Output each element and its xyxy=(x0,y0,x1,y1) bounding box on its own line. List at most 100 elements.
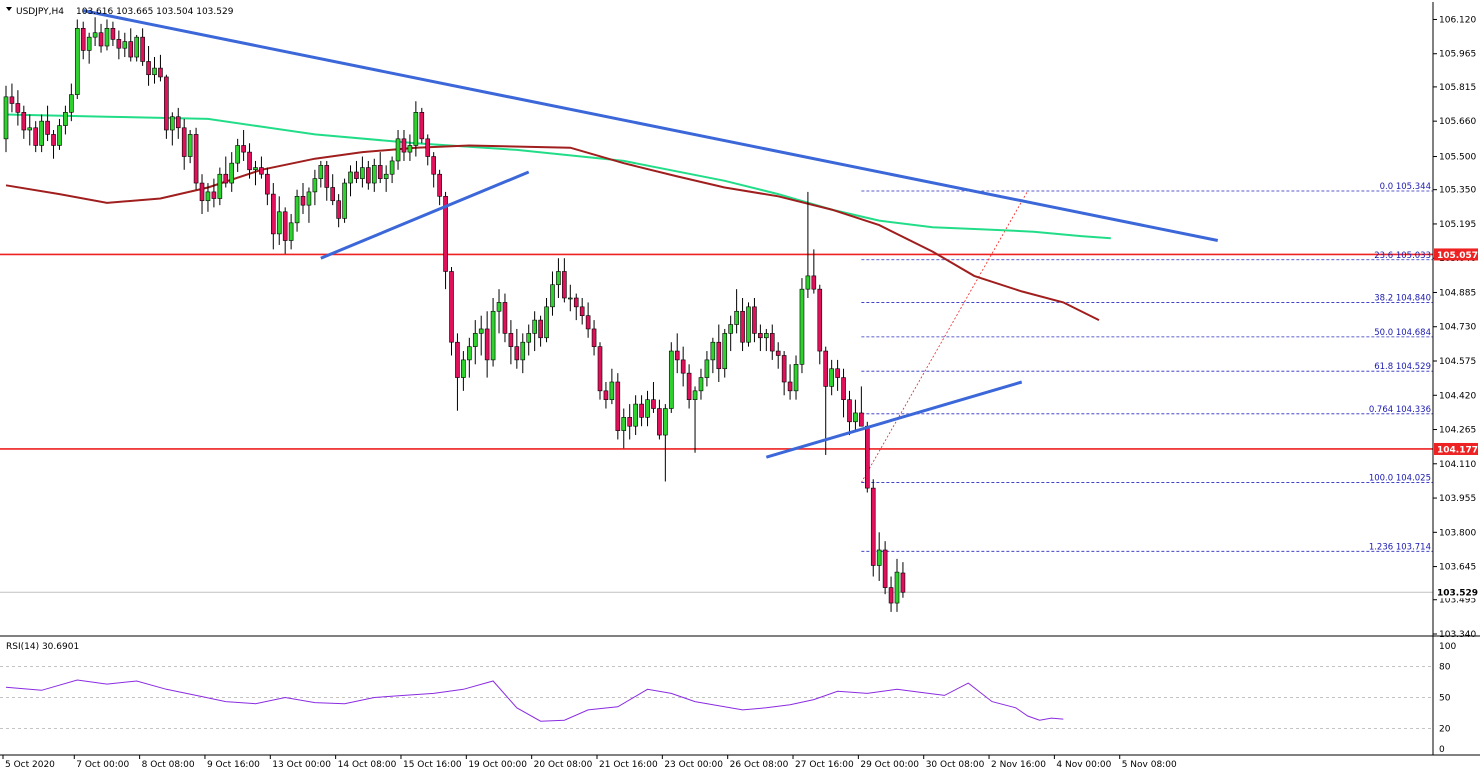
x-tick-label: 5 Oct 2020 xyxy=(5,760,55,770)
candle-body xyxy=(668,350,674,409)
candle-body xyxy=(312,178,318,193)
price-tags: 105.057 104.177 103.529 xyxy=(1434,248,1478,599)
candle-body xyxy=(425,138,431,157)
x-tick-label: 4 Nov 00:00 xyxy=(1056,760,1111,770)
candle-body xyxy=(51,134,56,146)
candle-body xyxy=(199,182,205,202)
candle-body xyxy=(3,96,9,140)
candle-body xyxy=(21,112,27,131)
candle-body xyxy=(63,112,68,126)
y-tick-label: 104.265 xyxy=(1439,426,1476,436)
trendline xyxy=(320,170,530,260)
candle-body xyxy=(870,487,876,566)
candle-body xyxy=(704,359,710,378)
support-resistance-levels xyxy=(0,253,1433,593)
candle-body xyxy=(752,306,757,334)
rsi-level-label: 0 xyxy=(1439,745,1445,755)
candle-body xyxy=(758,333,763,339)
candle-body xyxy=(823,350,829,387)
candle-body xyxy=(360,167,365,179)
y-tick-label: 105.500 xyxy=(1439,153,1476,163)
candle-body xyxy=(864,425,870,489)
candle-body xyxy=(9,96,15,104)
candle-body xyxy=(859,412,864,427)
candle-body xyxy=(80,28,86,51)
trendlines xyxy=(82,9,1219,459)
candle-body xyxy=(591,328,597,347)
candle-body xyxy=(330,187,336,202)
candle-body xyxy=(33,127,39,146)
candle-body xyxy=(92,32,98,38)
candle-body xyxy=(259,167,264,175)
candle-body xyxy=(116,39,122,49)
x-tick-label: 7 Oct 00:00 xyxy=(76,760,129,770)
x-tick-label: 15 Oct 16:00 xyxy=(403,760,462,770)
candle-body xyxy=(651,399,656,409)
candle-body xyxy=(175,116,181,129)
price-panel-frame xyxy=(0,2,1480,756)
y-tick-label: 105.815 xyxy=(1439,83,1476,93)
candle-body xyxy=(223,173,229,184)
symbol-label: USDJPY,H4 xyxy=(16,7,64,17)
candle-body xyxy=(841,377,846,400)
chart-menu-triangle-icon[interactable] xyxy=(6,7,12,11)
candle-body xyxy=(799,288,805,365)
candle-body xyxy=(835,368,840,378)
fib-level-label: 23.6 105.033 xyxy=(1374,251,1431,261)
candle-body xyxy=(663,408,668,436)
candle-body xyxy=(288,222,294,241)
candle-body xyxy=(764,333,769,339)
candle-body xyxy=(829,368,834,387)
candle-body xyxy=(282,211,288,241)
fib-level-label: 61.8 104.529 xyxy=(1374,362,1431,372)
candle-body xyxy=(449,271,454,343)
candle-body xyxy=(467,346,472,361)
y-tick-label: 103.800 xyxy=(1439,528,1476,538)
candle-body xyxy=(502,302,508,334)
candle-body xyxy=(211,191,217,199)
candle-body xyxy=(354,171,359,179)
candle-body xyxy=(609,381,615,400)
candle-body xyxy=(253,167,258,171)
candle-body xyxy=(294,196,300,224)
candle-body xyxy=(461,359,466,378)
candle-body xyxy=(562,271,567,299)
candle-body xyxy=(170,116,175,131)
rsi-panel: 100 80 50 20 0 xyxy=(0,642,1456,755)
candle-body xyxy=(853,412,858,423)
candle-body xyxy=(532,319,537,334)
level-price-tag: 105.057 xyxy=(1437,251,1478,261)
candle-body xyxy=(579,306,585,316)
candle-body xyxy=(478,328,484,334)
candle-body xyxy=(692,390,698,400)
candle-body xyxy=(817,288,823,352)
candle-body xyxy=(639,403,644,418)
candle-body xyxy=(615,381,621,431)
candle-body xyxy=(235,145,240,164)
candle-body xyxy=(585,315,591,330)
x-tick-label: 26 Oct 08:00 xyxy=(730,760,789,770)
candle-body xyxy=(728,324,733,334)
candle-body xyxy=(680,359,686,374)
candlestick-series xyxy=(3,17,906,612)
fibonacci-retracement: 0.0 105.344 23.6 105.033 38.2 104.840 50.0 … xyxy=(861,182,1433,552)
candle-body xyxy=(348,171,353,184)
rsi-level-label: 50 xyxy=(1439,694,1451,704)
candle-body xyxy=(805,275,811,290)
candle-body xyxy=(377,165,383,179)
moving-averages xyxy=(5,113,1111,321)
candle-body xyxy=(472,333,478,347)
sma-slow-line xyxy=(5,113,1111,240)
candle-body xyxy=(781,355,787,383)
current-price-tag: 103.529 xyxy=(1437,589,1478,599)
x-tick-label: 2 Nov 16:00 xyxy=(991,760,1046,770)
x-tick-label: 19 Oct 00:00 xyxy=(468,760,527,770)
candle-body xyxy=(484,328,490,361)
time-axis: 5 Oct 2020 7 Oct 00:00 8 Oct 08:00 9 Oct 16… xyxy=(2,755,1177,770)
candle-body xyxy=(193,134,199,184)
candle-body xyxy=(164,76,169,131)
x-tick-label: 20 Oct 08:00 xyxy=(534,760,593,770)
y-tick-label: 105.965 xyxy=(1439,50,1476,60)
candle-body xyxy=(793,364,799,392)
